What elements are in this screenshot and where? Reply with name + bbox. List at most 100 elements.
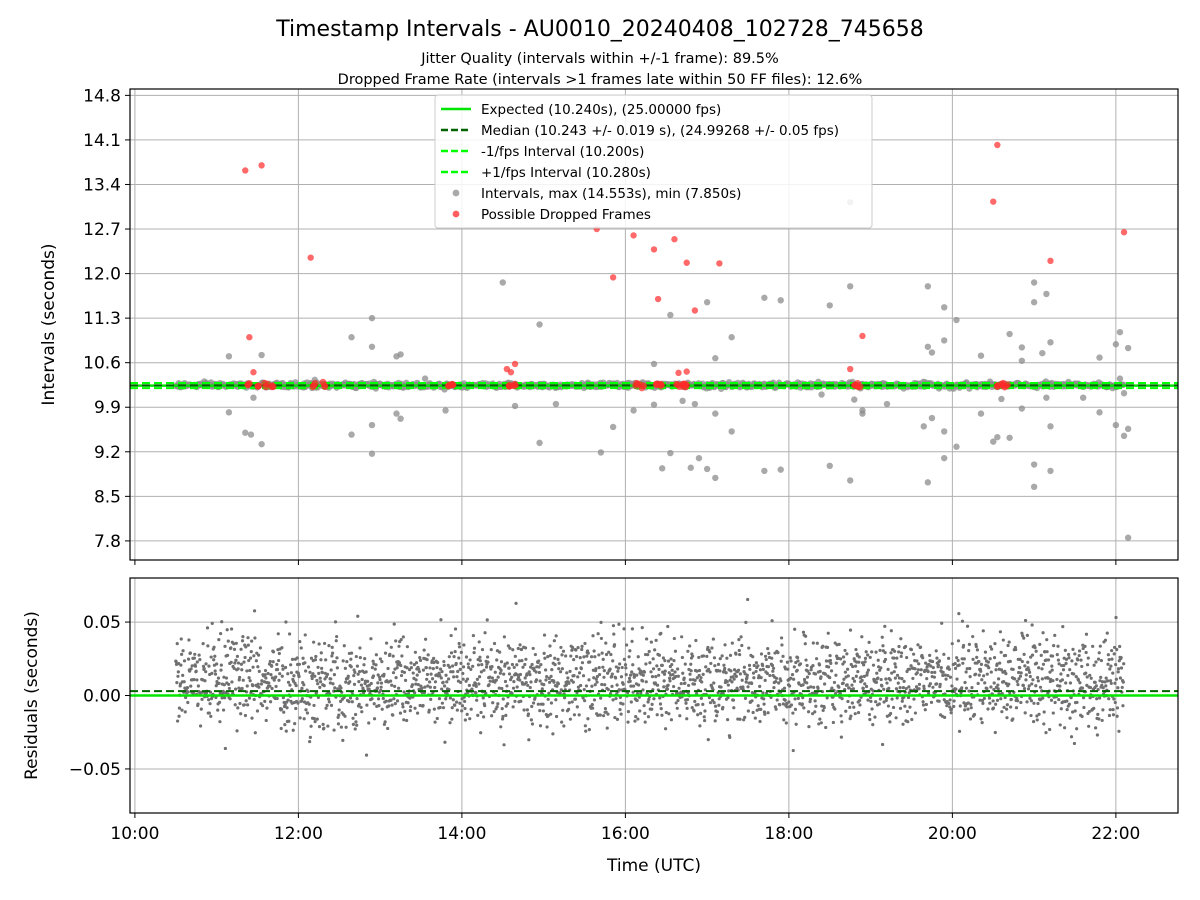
residual-point [898, 706, 903, 710]
residual-point [358, 646, 362, 650]
residual-point [458, 701, 462, 705]
residual-point [310, 676, 314, 681]
residual-point [349, 651, 354, 655]
residual-point [275, 662, 279, 667]
residual-point [754, 661, 759, 665]
residual-point [653, 681, 657, 685]
residual-point [864, 684, 869, 689]
residual-point [723, 643, 727, 647]
residual-point [723, 666, 727, 671]
residual-point [478, 659, 482, 663]
residual-point [688, 644, 692, 648]
residual-point [360, 710, 364, 714]
residual-point [269, 673, 273, 677]
residual-point [203, 679, 207, 683]
residual-point [256, 682, 260, 686]
residual-point [397, 644, 401, 648]
residual-point [1082, 705, 1086, 710]
residual-point [378, 657, 382, 661]
residual-point [382, 722, 386, 726]
residual-point [703, 718, 707, 723]
residual-point [829, 669, 834, 673]
residual-point [279, 726, 283, 731]
residual-point [1001, 638, 1005, 642]
residual-point [308, 739, 312, 744]
residual-point [239, 647, 243, 651]
interval-point [703, 299, 711, 306]
residual-point [327, 644, 331, 648]
interval-point [924, 343, 932, 350]
residual-point [435, 666, 439, 670]
residual-point [411, 671, 415, 675]
residual-point [680, 655, 684, 660]
residual-point [789, 703, 794, 707]
residual-point [301, 656, 305, 660]
residual-point [592, 649, 596, 653]
dropped-frame-point [449, 381, 457, 389]
residual-point [1072, 672, 1076, 676]
interval-point [368, 421, 376, 429]
residual-point [1007, 640, 1011, 644]
residual-point [762, 697, 766, 701]
residuals-axes-frame [129, 577, 1179, 814]
residual-point [483, 631, 487, 635]
interval-point [1116, 375, 1124, 382]
interval-point [977, 410, 985, 417]
residual-point [451, 698, 455, 702]
residual-point [566, 676, 570, 680]
residual-point [581, 674, 586, 678]
residual-point [734, 674, 738, 678]
residual-point [737, 648, 741, 653]
dropped-frame-point [990, 198, 997, 205]
residual-point [506, 644, 511, 648]
residual-point [359, 683, 364, 687]
residual-point [649, 640, 653, 644]
residual-point [683, 681, 687, 685]
residual-point [1073, 652, 1077, 656]
residual-point [351, 716, 355, 720]
residual-point [1002, 705, 1006, 709]
residual-point [1070, 659, 1074, 663]
residual-point [869, 699, 873, 703]
interval-point [777, 297, 784, 304]
residual-point [479, 731, 483, 735]
residual-point [339, 686, 343, 690]
residual-point [580, 647, 584, 652]
residual-point [564, 683, 568, 687]
residual-point [554, 714, 559, 719]
residual-point [594, 667, 598, 671]
residual-point [243, 655, 247, 660]
residual-point [626, 710, 630, 714]
dropped-frame-point [683, 368, 690, 375]
residual-point [579, 683, 583, 688]
residual-point [702, 715, 706, 719]
residual-point [188, 651, 192, 655]
residual-point [740, 678, 744, 682]
residual-point [793, 627, 797, 631]
residual-point [494, 678, 498, 682]
residual-point [805, 675, 810, 679]
residual-point [671, 672, 675, 677]
x-tick-label: 18:00 [764, 824, 813, 844]
residual-point [475, 677, 480, 682]
residual-point [1084, 671, 1088, 675]
residual-point [238, 675, 242, 680]
residual-point [1041, 631, 1045, 635]
residual-point [549, 701, 554, 705]
residual-point [229, 646, 233, 650]
residual-point [701, 672, 705, 676]
residual-point [554, 634, 558, 638]
residual-point [352, 682, 357, 686]
residual-point [1037, 712, 1041, 716]
residual-point [516, 646, 520, 651]
residual-point [589, 655, 594, 659]
residual-point [909, 648, 914, 652]
residual-point [463, 718, 467, 722]
residual-point [766, 665, 771, 669]
residual-point [502, 672, 506, 676]
residual-point [821, 708, 825, 713]
residual-point [585, 654, 589, 658]
residual-point [450, 717, 454, 721]
residual-point [1028, 696, 1032, 700]
residual-point [246, 636, 250, 640]
